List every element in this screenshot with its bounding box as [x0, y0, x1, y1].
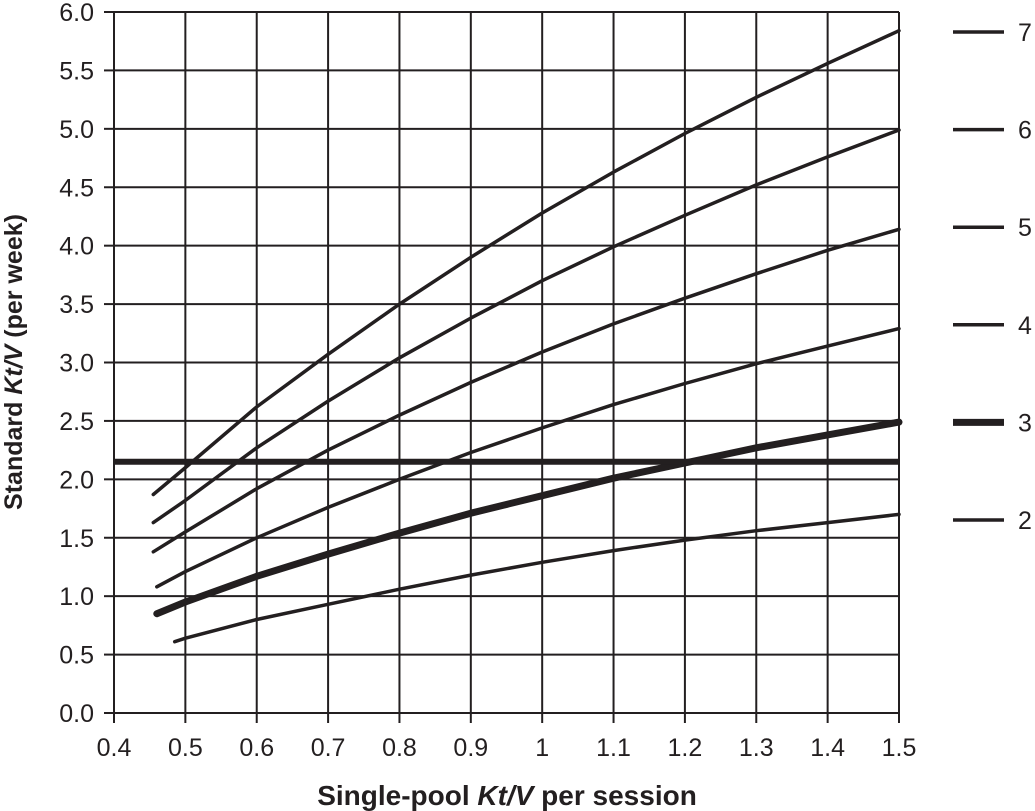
y-tick-label: 0.5 — [59, 642, 94, 670]
x-axis-ticks: 0.4 0.5 0.6 0.7 0.8 0.9 1 1.1 1.2 1.3 1.4 1.5 — [97, 713, 917, 762]
series-line-2 — [172, 512, 901, 644]
legend-label-6: 6 — [1018, 117, 1032, 145]
series-line-5 — [151, 227, 901, 554]
y-tick-label: 3.0 — [59, 350, 94, 378]
y-axis-label-part-3: (per week) — [0, 214, 28, 345]
series-line-4 — [155, 326, 901, 589]
legend-label-5: 5 — [1018, 214, 1032, 242]
series-line-3 — [153, 418, 903, 618]
y-tick-label: 2.5 — [59, 408, 94, 436]
x-tick-label: 0.7 — [311, 734, 346, 762]
y-tick-label: 3.5 — [59, 291, 94, 319]
y-axis-ticks: 0.0 0.5 1.0 1.5 2.0 2.5 3.0 3.5 4.0 4.5 5.0 5.5 6.0 — [59, 0, 114, 728]
x-tick-label: 1.2 — [668, 734, 703, 762]
x-axis-label-part-2: Kt/V — [477, 780, 535, 811]
x-axis-label-part-1: Single-pool — [317, 780, 477, 811]
x-tick-label: 0.5 — [168, 734, 203, 762]
y-axis-label-part-1: Standard — [0, 395, 28, 510]
x-tick-label: 0.9 — [453, 734, 488, 762]
x-tick-label: 1.1 — [596, 734, 631, 762]
y-tick-label: 2.0 — [59, 466, 94, 494]
x-tick-label: 0.4 — [97, 734, 132, 762]
x-tick-label: 1 — [535, 734, 549, 762]
x-tick-label: 1.3 — [739, 734, 774, 762]
legend-label-2: 2 — [1018, 507, 1032, 535]
legend: 7 6 5 4 3 2 — [953, 19, 1032, 535]
y-tick-label: 0.0 — [59, 700, 94, 728]
x-tick-label: 1.4 — [810, 734, 845, 762]
y-tick-label: 1.5 — [59, 525, 94, 553]
grid — [113, 11, 900, 714]
y-tick-label: 5.0 — [59, 116, 94, 144]
series-line-7 — [151, 28, 901, 497]
y-axis-label: Standard Kt/V (per week) — [0, 214, 28, 510]
y-axis-label-part-2: Kt/V — [0, 342, 28, 394]
legend-label-7: 7 — [1018, 19, 1032, 47]
series-line-6 — [151, 128, 901, 525]
series-lines — [151, 28, 903, 644]
x-axis-label-part-3: per session — [533, 780, 696, 811]
x-tick-label: 0.6 — [239, 734, 274, 762]
x-tick-label: 0.8 — [382, 734, 417, 762]
legend-label-4: 4 — [1018, 312, 1032, 340]
x-tick-label: 1.5 — [882, 734, 917, 762]
y-tick-label: 1.0 — [59, 583, 94, 611]
x-axis-label: Single-pool Kt/V per session — [317, 780, 697, 811]
y-tick-label: 6.0 — [59, 0, 94, 27]
y-tick-label: 5.5 — [59, 57, 94, 85]
y-tick-label: 4.5 — [59, 174, 94, 202]
y-tick-label: 4.0 — [59, 233, 94, 261]
legend-label-3: 3 — [1018, 409, 1032, 437]
